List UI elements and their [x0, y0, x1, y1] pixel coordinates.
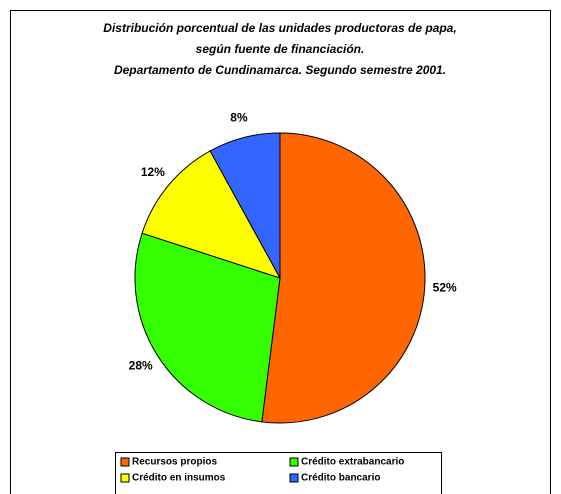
legend-label: Crédito bancario — [301, 473, 380, 484]
chart-title: Distribución porcentual de las unidades … — [103, 21, 456, 35]
pie-slice — [209, 132, 281, 279]
data-label: 12% — [141, 165, 165, 179]
pie-slice — [261, 132, 426, 424]
chart-title: según fuente de financiación. — [196, 42, 365, 56]
legend-swatch — [289, 473, 299, 483]
pie-slice — [134, 232, 281, 423]
legend-label: Crédito en insumos — [132, 473, 226, 484]
data-label: 28% — [129, 359, 153, 373]
legend-label: Recursos propios — [132, 457, 217, 468]
legend-swatch — [120, 457, 130, 467]
legend-swatch — [120, 473, 130, 483]
legend-swatch — [289, 457, 299, 467]
legend-label: Crédito extrabancario — [301, 457, 404, 468]
data-label: 52% — [433, 281, 457, 295]
pie-slice — [141, 150, 282, 279]
chart-title: Departamento de Cundinamarca. Segundo se… — [114, 63, 446, 77]
data-label: 8% — [230, 110, 248, 124]
legend — [115, 452, 442, 494]
